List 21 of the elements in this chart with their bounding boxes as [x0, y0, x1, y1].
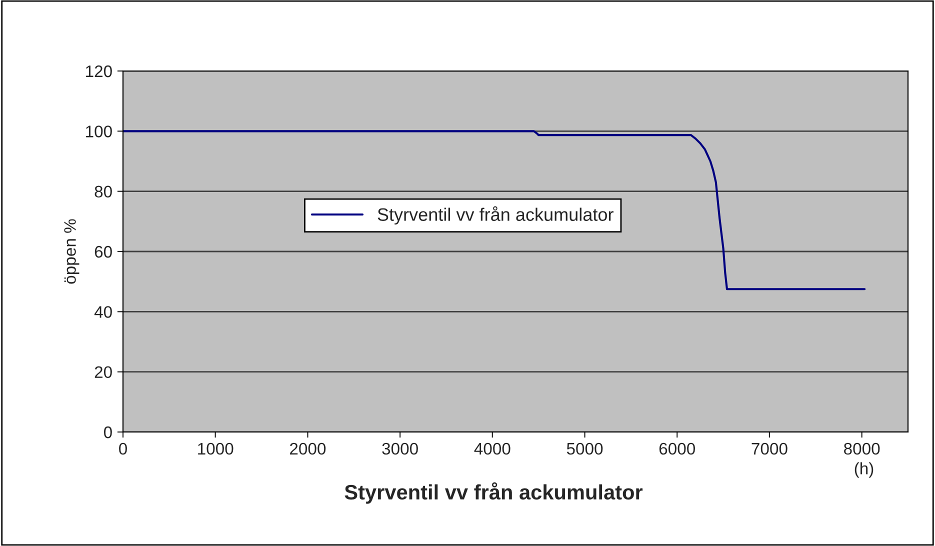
y-tick-label: 120 — [86, 65, 112, 78]
y-tick-label: 20 — [94, 366, 112, 378]
x-tick-label: 3000 — [382, 442, 418, 455]
x-tick-label: 7000 — [752, 442, 788, 455]
x-tick-label: 1000 — [198, 442, 234, 455]
x-tick-label: 6000 — [659, 442, 696, 455]
line-series — [123, 130, 866, 290]
x-axis-title: Styrventil vv från ackumulator — [344, 482, 643, 504]
legend-label: Styrventil vv från ackumulator — [378, 206, 614, 225]
x-tick-label: 0 — [119, 442, 127, 455]
y-tick-label: 60 — [94, 246, 112, 258]
x-tick-label: 4000 — [474, 442, 510, 455]
y-axis-title: öppen % — [64, 219, 80, 284]
y-tick-label: 40 — [94, 306, 112, 318]
x-tick-label: 5000 — [566, 442, 603, 455]
x-tick-label: 8000 — [844, 442, 880, 455]
x-tick-label: 2000 — [290, 442, 326, 455]
text: (h) — [854, 462, 874, 478]
y-tick-label: 80 — [94, 186, 112, 198]
y-tick-label: 0 — [104, 426, 112, 438]
y-tick-label: 100 — [86, 126, 112, 138]
